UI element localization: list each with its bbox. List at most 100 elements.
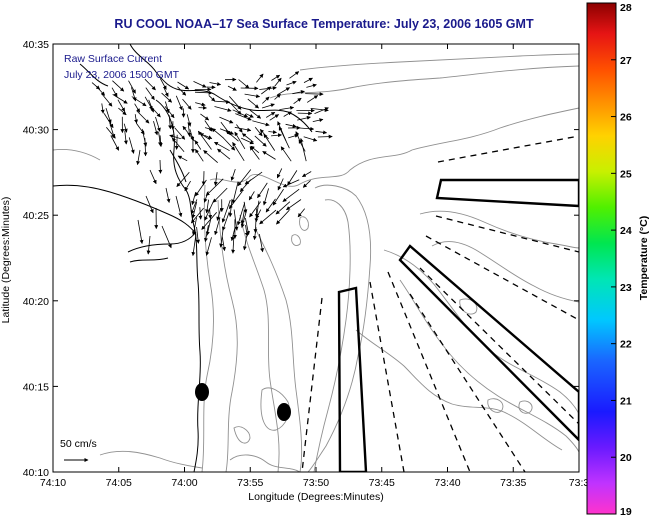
current-vector xyxy=(213,141,230,152)
current-vector xyxy=(148,99,155,113)
current-vector xyxy=(112,94,128,104)
current-vector xyxy=(103,113,114,129)
current-vector xyxy=(269,114,280,121)
current-vector xyxy=(205,199,210,214)
current-vector xyxy=(254,135,267,147)
x-tick-label: 73:35 xyxy=(500,477,526,489)
current-vector xyxy=(244,93,261,99)
current-vector xyxy=(203,225,209,243)
current-vector xyxy=(312,118,324,123)
current-vector xyxy=(256,73,264,83)
current-vector xyxy=(100,92,113,107)
current-vector xyxy=(268,130,277,135)
current-vector xyxy=(214,217,221,236)
current-vector xyxy=(196,226,201,244)
current-vector xyxy=(282,179,300,188)
current-vector xyxy=(261,103,275,109)
current-vector xyxy=(252,120,270,127)
current-vector xyxy=(197,130,212,150)
current-vector xyxy=(262,151,276,160)
current-vector xyxy=(314,107,329,114)
current-vector xyxy=(190,199,198,215)
current-vector xyxy=(111,87,118,98)
current-vector xyxy=(194,90,213,95)
current-vector xyxy=(276,168,283,179)
x-tick-label: 73:3 xyxy=(569,477,590,489)
current-vector xyxy=(317,134,333,139)
current-vector xyxy=(190,207,204,224)
x-tick-label: 73:55 xyxy=(237,477,263,489)
dashed-fan-lines xyxy=(301,135,579,472)
current-vector xyxy=(233,209,239,231)
current-vector xyxy=(128,137,135,154)
current-vector xyxy=(205,178,224,196)
current-vector xyxy=(229,96,242,110)
current-vector xyxy=(217,148,231,160)
current-vector xyxy=(168,115,173,130)
current-vector xyxy=(280,146,292,162)
current-vector xyxy=(128,80,136,94)
current-vector xyxy=(100,103,105,114)
current-vector xyxy=(221,236,226,252)
current-vector xyxy=(131,96,147,107)
current-vector xyxy=(282,188,300,202)
y-tick-label: 40:15 xyxy=(23,381,49,393)
current-vector xyxy=(225,130,239,142)
current-vector xyxy=(297,208,306,218)
current-vector xyxy=(214,106,232,112)
current-vector xyxy=(235,113,252,121)
x-tick-label: 74:05 xyxy=(106,477,132,489)
current-vector xyxy=(176,171,190,187)
current-vector xyxy=(244,225,249,237)
current-vector xyxy=(255,200,260,218)
current-vector xyxy=(261,86,272,95)
current-vector xyxy=(234,131,246,150)
current-vector xyxy=(272,188,284,206)
current-vector xyxy=(265,198,276,213)
current-vector xyxy=(177,86,187,96)
current-vector xyxy=(177,155,188,162)
current-vector xyxy=(158,135,163,148)
current-vector xyxy=(200,113,210,121)
current-vector xyxy=(208,95,216,102)
current-vector xyxy=(306,83,317,88)
y-axis-label: Latitude (Degrees:Minutes) xyxy=(0,197,12,324)
current-vector xyxy=(247,98,259,109)
colorbar-tick-label: 21 xyxy=(620,395,632,407)
current-vector xyxy=(195,102,206,107)
current-vector xyxy=(143,138,148,157)
y-tick-label: 40:25 xyxy=(23,210,49,222)
current-vector xyxy=(182,125,196,142)
current-vector xyxy=(213,99,231,104)
current-vector xyxy=(136,110,150,124)
current-vector xyxy=(244,171,263,185)
current-vector xyxy=(249,109,262,119)
current-vector xyxy=(274,77,282,87)
current-vector xyxy=(150,106,161,118)
current-vector xyxy=(212,187,228,203)
x-tick-label: 73:45 xyxy=(369,477,395,489)
x-tick-label: 73:50 xyxy=(303,477,329,489)
current-vector xyxy=(285,199,302,211)
current-vector xyxy=(303,136,318,142)
current-vector xyxy=(276,209,290,225)
current-vector xyxy=(96,86,106,96)
colorbar-tick-label: 28 xyxy=(620,2,632,14)
y-tick-label: 40:20 xyxy=(23,296,49,308)
colorbar-tick-label: 19 xyxy=(620,506,632,518)
current-vector xyxy=(112,80,125,92)
current-vector xyxy=(198,207,203,220)
current-vector xyxy=(263,133,276,151)
current-vector xyxy=(219,116,234,124)
current-vector xyxy=(299,138,307,162)
colorbar-label: Temperature (°C) xyxy=(638,216,650,301)
current-vector xyxy=(205,219,212,236)
current-vector xyxy=(265,111,276,118)
current-vector xyxy=(209,81,222,86)
current-vector xyxy=(297,115,311,121)
colorbar: 28 27 26 25 24 23 22 21 20 19 Temperature (°C) xyxy=(586,2,650,518)
current-vector xyxy=(118,107,127,116)
current-vector xyxy=(274,93,281,100)
current-vector xyxy=(123,130,128,145)
